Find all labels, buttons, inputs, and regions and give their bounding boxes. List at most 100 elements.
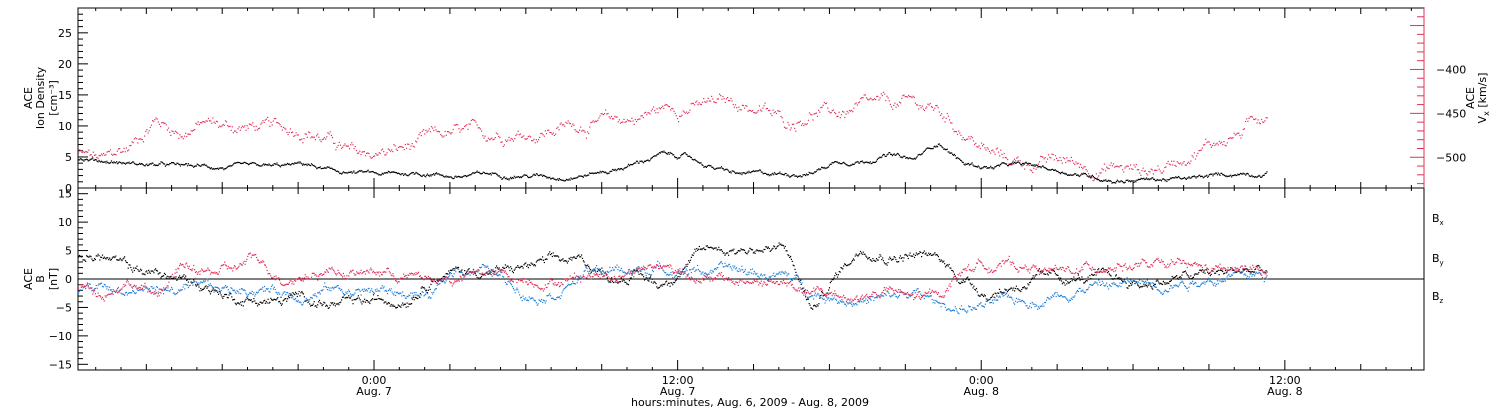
bx-series-point <box>326 305 328 307</box>
by-series-point <box>815 295 817 297</box>
bx-series-point <box>282 300 284 302</box>
density-series-point <box>501 178 503 180</box>
speed-series-point <box>1204 144 1206 146</box>
speed-series-point <box>353 148 355 150</box>
speed-series-point <box>1227 138 1230 140</box>
density-series-point <box>604 171 606 174</box>
density-series-point <box>224 168 226 170</box>
bx-series-point <box>921 252 924 254</box>
speed-series-point <box>1060 159 1062 162</box>
by-series-point <box>795 276 797 278</box>
density-series-point <box>1211 173 1213 175</box>
bx-series-point <box>991 296 993 298</box>
density-series-point <box>201 164 203 166</box>
density-series-point <box>524 174 526 176</box>
by-series-point <box>429 297 431 299</box>
speed-series-point <box>549 132 551 134</box>
speed-series-point <box>506 141 508 143</box>
speed-series-point <box>1233 132 1235 134</box>
speed-series-point <box>969 138 971 140</box>
speed-series-point <box>1084 165 1086 168</box>
by-series-point <box>92 289 94 291</box>
speed-series-point <box>1127 165 1129 167</box>
speed-series-point <box>93 154 96 156</box>
speed-series-point <box>516 133 518 135</box>
density-series-point <box>150 163 152 165</box>
density-series-point <box>1076 174 1079 176</box>
by-series-point <box>469 274 471 276</box>
bx-series-point <box>864 253 866 255</box>
speed-series-point <box>647 112 649 114</box>
by-series-point <box>746 274 748 276</box>
density-series-point <box>246 163 248 165</box>
bx-series-point <box>1169 280 1171 283</box>
speed-series-point <box>115 154 117 156</box>
bx-series-point <box>823 294 825 296</box>
bx-series-point <box>503 267 506 269</box>
density-series-point <box>473 172 475 174</box>
by-series-point <box>863 300 865 302</box>
by-series-point <box>254 295 256 297</box>
bx-series-point <box>853 259 855 261</box>
speed-series-point <box>861 97 863 99</box>
by-series-point <box>930 295 932 297</box>
density-series-point <box>430 175 432 177</box>
density-series-point <box>229 164 231 167</box>
bx-series-point <box>1192 276 1195 278</box>
bx-series-point <box>1256 265 1258 267</box>
by-series-point <box>680 270 682 273</box>
density-series-point <box>577 176 579 178</box>
by-series-point <box>701 272 703 274</box>
density-series-point <box>1204 175 1206 177</box>
speed-series-point <box>550 132 552 134</box>
by-series-point <box>644 272 646 274</box>
speed-series-point <box>930 106 932 108</box>
speed-series-point <box>1229 137 1231 139</box>
bx-series-point <box>793 265 795 267</box>
speed-series-point <box>854 103 856 105</box>
bx-series-point <box>488 273 490 275</box>
speed-series-point <box>680 115 682 118</box>
by-series-point <box>93 289 95 291</box>
speed-series-point <box>934 107 936 109</box>
bx-series-point <box>372 298 374 300</box>
bx-series-point <box>174 277 176 279</box>
by-series-point <box>817 292 819 294</box>
speed-series-point <box>804 123 806 125</box>
speed-series-point <box>885 99 887 102</box>
speed-series-point <box>815 112 817 114</box>
speed-series-point <box>1157 165 1159 167</box>
speed-series-point <box>341 147 343 149</box>
speed-series-point <box>711 95 713 97</box>
density-series-point <box>1184 178 1187 180</box>
bx-series-point <box>1130 282 1132 285</box>
by-series-point <box>108 289 110 291</box>
bx-series-point <box>741 249 743 251</box>
density-series-point <box>287 162 289 164</box>
density-series-point <box>92 157 94 159</box>
by-series-point <box>926 295 928 297</box>
density-series-point <box>890 153 893 155</box>
bx-series-point <box>1245 268 1247 270</box>
bx-series-point <box>905 253 907 256</box>
bx-series-point <box>708 247 710 249</box>
bx-series-point <box>947 265 949 267</box>
bx-series-point <box>1086 280 1088 282</box>
speed-series-point <box>926 106 928 108</box>
bx-series-point <box>787 254 789 256</box>
speed-series-point <box>889 103 891 105</box>
density-series-point <box>209 168 212 170</box>
density-series-point <box>887 153 889 155</box>
speed-series-point <box>576 131 578 133</box>
density-series-point <box>509 178 511 180</box>
by-series-point <box>264 285 266 288</box>
density-series-point <box>288 163 290 165</box>
density-series-point <box>1103 179 1105 181</box>
bx-series-point <box>881 259 883 261</box>
density-series-point <box>317 167 319 169</box>
bx-series-point <box>921 256 923 258</box>
by-series-point <box>95 285 97 287</box>
speed-series-point <box>956 133 959 135</box>
speed-series-point <box>285 128 287 130</box>
by-series-point <box>265 288 267 290</box>
